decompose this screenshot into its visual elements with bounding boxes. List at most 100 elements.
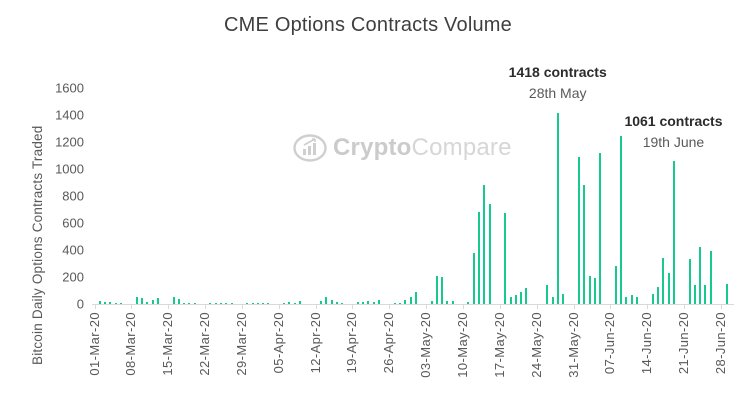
bar	[141, 298, 144, 304]
bar-slot	[708, 88, 713, 304]
bar-slot	[440, 88, 445, 304]
bar-slot	[592, 88, 597, 304]
bar	[620, 135, 623, 304]
bar	[583, 185, 586, 304]
bar	[377, 299, 380, 304]
x-tick-mark	[684, 305, 685, 309]
bar-slot	[171, 88, 176, 304]
bar	[451, 301, 454, 304]
bar	[467, 302, 470, 304]
bar	[98, 300, 101, 304]
bar	[514, 295, 517, 304]
bar	[593, 277, 596, 304]
annotation-28th-may: 1418 contracts 28th May	[509, 62, 607, 104]
annotation-19th-june: 1061 contracts 19th June	[624, 111, 722, 153]
bar	[562, 293, 565, 304]
x-tick-label: 24-May-20	[528, 312, 544, 378]
bar-slot	[661, 88, 666, 304]
bars-container	[92, 88, 734, 304]
x-tick-mark	[94, 305, 96, 309]
bar	[688, 259, 691, 304]
bar	[114, 302, 117, 304]
x-tick-mark	[205, 305, 207, 309]
bar-slot	[329, 88, 334, 304]
bar	[230, 303, 233, 304]
bar	[525, 288, 528, 304]
bar-slot	[429, 88, 434, 304]
bar	[220, 303, 222, 304]
bar-slot	[192, 88, 197, 304]
bar-slot	[650, 88, 655, 304]
bar-slot	[576, 88, 581, 304]
x-tick-mark	[315, 305, 317, 309]
bar-slot	[334, 88, 339, 304]
bar-slot	[519, 88, 524, 304]
bar	[251, 302, 254, 304]
plot-area	[92, 88, 734, 305]
bar-slot	[413, 88, 418, 304]
bar-slot	[624, 88, 629, 304]
bar	[520, 291, 523, 304]
bar	[283, 302, 286, 304]
bar	[188, 302, 191, 304]
x-tick-label: 05-Apr-20	[270, 312, 286, 374]
bar-slot	[176, 88, 181, 304]
bar	[588, 275, 591, 304]
bar-slot	[261, 88, 266, 304]
x-tick-mark	[168, 305, 170, 309]
bar	[109, 302, 112, 304]
bar-slot	[245, 88, 250, 304]
bar-slot	[213, 88, 218, 304]
x-tick-label: 10-May-20	[454, 312, 470, 378]
bar-slot	[113, 88, 118, 304]
bar-slot	[224, 88, 229, 304]
x-tick-label: 22-Mar-20	[197, 312, 213, 376]
bar-slot	[297, 88, 302, 304]
bar	[599, 152, 602, 304]
bar	[446, 300, 449, 304]
bar-slot	[250, 88, 255, 304]
bar-slot	[155, 88, 160, 304]
bar-slot	[445, 88, 450, 304]
bar	[478, 212, 481, 304]
bar-slot	[339, 88, 344, 304]
bar	[578, 156, 581, 304]
bar	[393, 302, 396, 304]
bar-slot	[371, 88, 376, 304]
x-tick-label: 26-Apr-20	[381, 312, 397, 374]
bar	[399, 302, 402, 304]
bar	[256, 302, 259, 304]
y-tick-label: 1400	[55, 107, 84, 123]
chart-title: CME Options Contracts Volume	[224, 14, 512, 36]
x-tick-label: 07-Jun-20	[602, 312, 618, 375]
bar-slot	[487, 88, 492, 304]
bar-slot	[671, 88, 676, 304]
bar-slot	[292, 88, 297, 304]
annotation-date: 28th May	[528, 85, 587, 101]
bar-slot	[729, 88, 734, 304]
x-tick-mark	[241, 305, 243, 309]
bar-slot	[134, 88, 139, 304]
bar	[614, 266, 617, 304]
bar-slot	[366, 88, 371, 304]
y-tick-label: 1000	[55, 161, 84, 177]
annotation-value: 1061 contracts	[624, 113, 723, 129]
bar	[441, 277, 444, 304]
bar-slot	[466, 88, 471, 304]
bar	[356, 302, 359, 304]
bar-slot	[698, 88, 703, 304]
x-tick-label: 03-May-20	[418, 312, 434, 378]
bar	[472, 252, 475, 304]
bar	[293, 303, 296, 304]
bar	[699, 247, 702, 304]
bar-slot	[655, 88, 660, 304]
bar	[414, 291, 417, 304]
bar	[509, 296, 512, 304]
bar-slot	[287, 88, 292, 304]
bar-slot	[598, 88, 603, 304]
y-tick-label: 800	[62, 188, 84, 204]
bar	[193, 303, 196, 304]
bar-slot	[508, 88, 513, 304]
annotation-value: 1418 contracts	[508, 64, 607, 80]
